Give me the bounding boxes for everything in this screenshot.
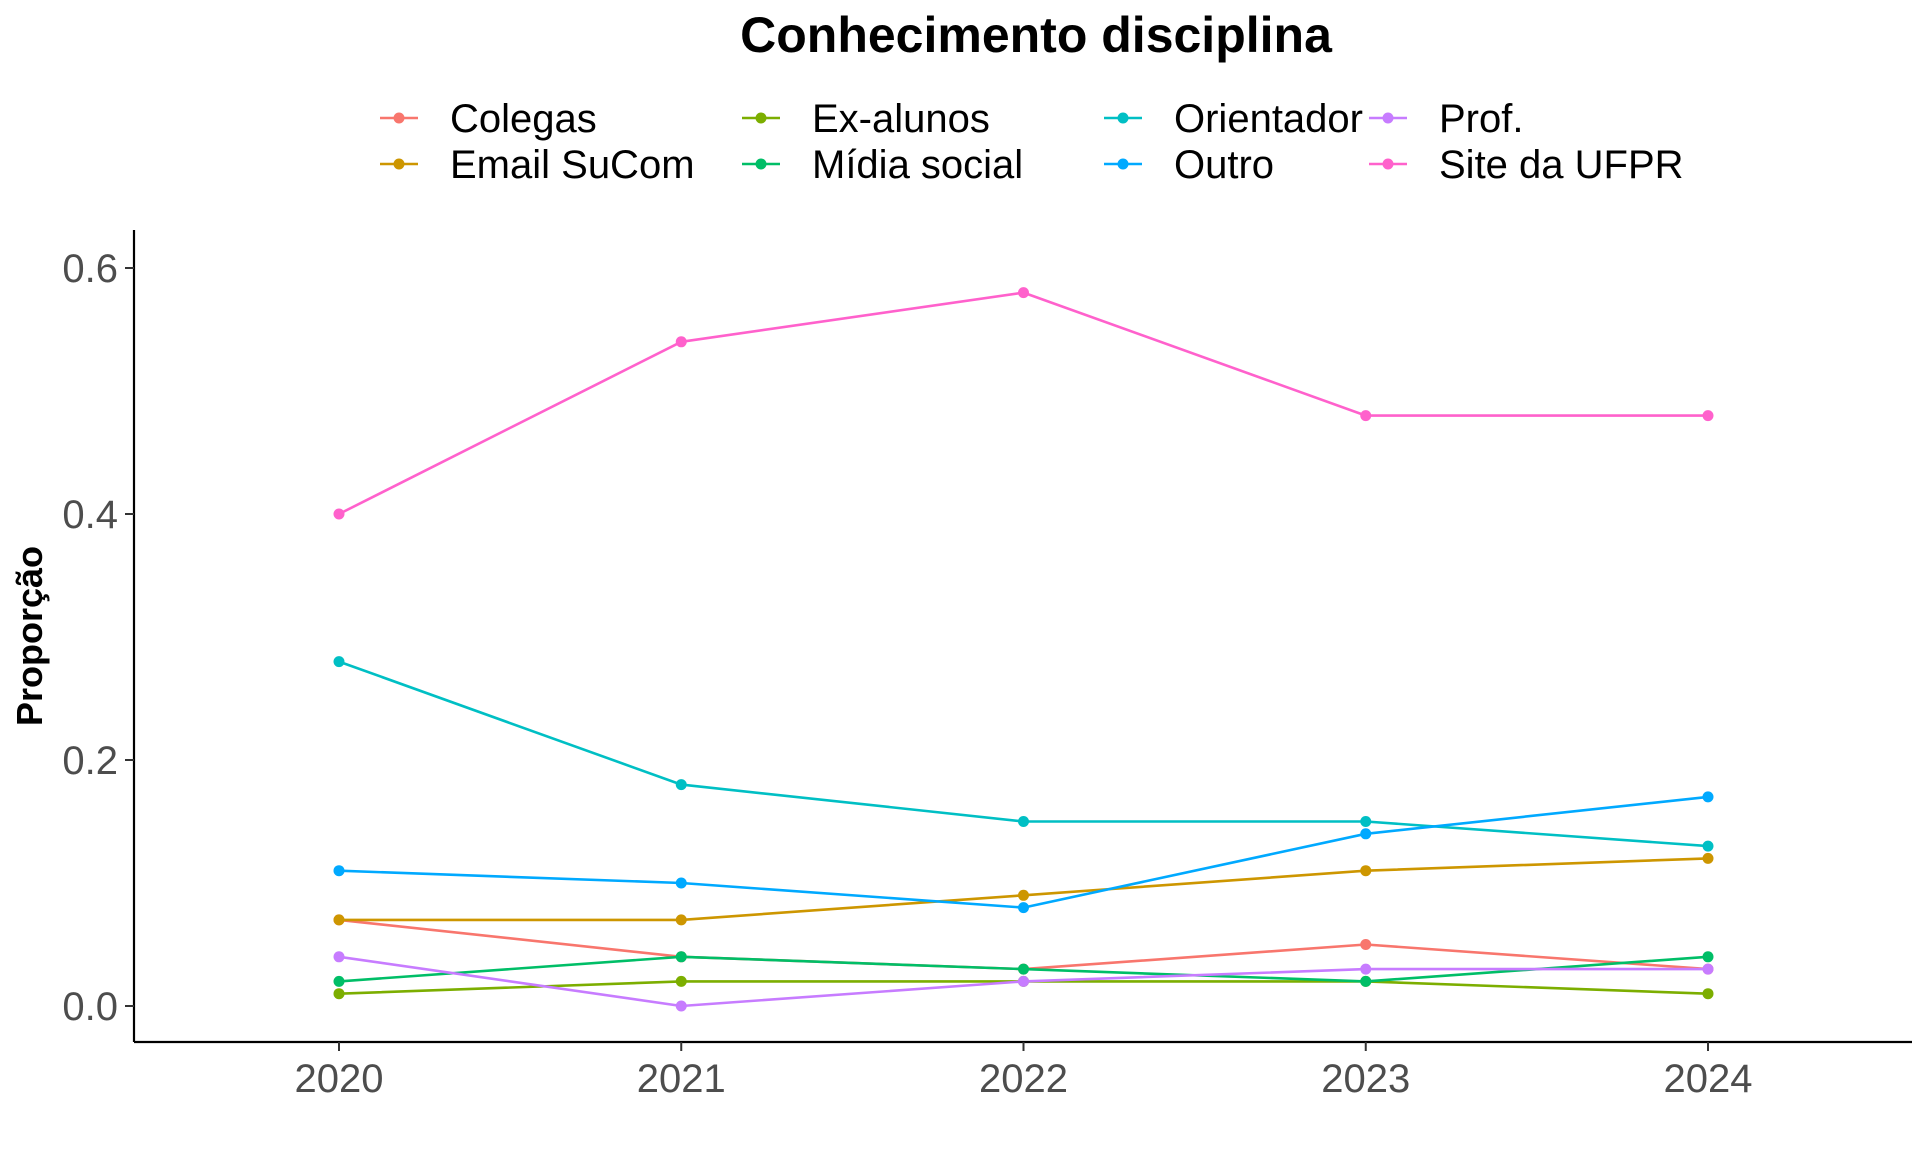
- data-point: [333, 975, 345, 987]
- y-tick-label: 0.0: [62, 985, 118, 1029]
- legend-label: Email SuCom: [450, 143, 695, 187]
- series-midia-social: [333, 951, 1714, 987]
- legend-item: Site da UFPR: [1369, 143, 1684, 187]
- data-point: [333, 914, 345, 926]
- data-point: [675, 336, 687, 348]
- data-point: [675, 975, 687, 987]
- data-point: [1360, 865, 1372, 877]
- x-tick-label: 2022: [979, 1057, 1068, 1101]
- data-point: [1702, 951, 1714, 963]
- data-point: [1702, 852, 1714, 864]
- data-point: [1702, 410, 1714, 422]
- legend-item: Mídia social: [742, 143, 1023, 187]
- legend-label: Mídia social: [812, 143, 1023, 187]
- series-line: [338, 918, 1709, 971]
- y-tick-label: 0.6: [62, 247, 118, 291]
- data-point: [333, 656, 345, 668]
- data-point: [675, 951, 687, 963]
- legend-label: Outro: [1174, 143, 1274, 187]
- legend-item: Prof.: [1369, 97, 1523, 141]
- data-point: [1360, 410, 1372, 422]
- legend-item: Colegas: [380, 97, 597, 141]
- y-tick-label: 0.2: [62, 739, 118, 783]
- data-point: [675, 914, 687, 926]
- data-point: [1018, 889, 1029, 901]
- series-group: [333, 287, 1714, 1012]
- data-point: [675, 877, 687, 889]
- data-point: [1018, 816, 1029, 827]
- series-prof: [333, 951, 1714, 1012]
- data-point: [1702, 963, 1714, 975]
- x-tick-label: 2020: [295, 1057, 384, 1101]
- legend-label: Site da UFPR: [1439, 143, 1684, 187]
- legend-item: Ex-alunos: [742, 97, 990, 141]
- series-email-sucom: [333, 852, 1714, 926]
- legend-key-point: [755, 112, 767, 124]
- data-point: [1018, 975, 1029, 987]
- data-point: [1018, 287, 1029, 299]
- chart-title: Conhecimento disciplina: [740, 7, 1333, 63]
- legend-key-point: [393, 112, 405, 124]
- plot-area: 0.0 0.2 0.4 0.6 2020 2021 2022 2023 2024: [62, 230, 1912, 1101]
- data-point: [1360, 963, 1372, 975]
- legend-key-point: [393, 158, 405, 170]
- data-point: [1702, 791, 1714, 803]
- legend-label: Colegas: [450, 97, 597, 141]
- legend-key-point: [755, 158, 767, 170]
- series-line: [338, 291, 1708, 516]
- y-axis-title: Proporção: [9, 546, 50, 726]
- data-point: [675, 779, 687, 791]
- data-point: [333, 865, 345, 877]
- data-point: [1360, 816, 1372, 827]
- data-point: [333, 508, 345, 520]
- data-point: [1360, 828, 1372, 840]
- data-point: [1018, 902, 1029, 914]
- x-tick-label: 2023: [1321, 1057, 1410, 1101]
- data-point: [1360, 975, 1372, 987]
- legend-item: Orientador: [1104, 97, 1363, 141]
- legend-item: Outro: [1104, 143, 1274, 187]
- legend-key-point: [1382, 158, 1394, 170]
- legend-key-point: [1117, 158, 1129, 170]
- series-outro: [333, 791, 1714, 914]
- legend-label: Orientador: [1174, 97, 1363, 141]
- legend-label: Prof.: [1439, 97, 1523, 141]
- data-point: [1360, 939, 1372, 950]
- legend-item: Email SuCom: [380, 143, 695, 187]
- data-point: [675, 1000, 687, 1012]
- data-point: [1702, 988, 1714, 1000]
- data-point: [333, 951, 345, 963]
- data-point: [333, 988, 345, 1000]
- x-tick-label: 2024: [1664, 1057, 1753, 1101]
- y-tick-label: 0.4: [62, 493, 118, 537]
- x-tick-label: 2021: [637, 1057, 726, 1101]
- legend-key-point: [1382, 112, 1394, 124]
- data-point: [1018, 963, 1029, 975]
- series-orientador: [333, 656, 1714, 852]
- data-point: [1702, 840, 1714, 852]
- series-site-da-ufpr: [333, 287, 1714, 520]
- legend-label: Ex-alunos: [812, 97, 990, 141]
- axes: 0.0 0.2 0.4 0.6 2020 2021 2022 2023 2024: [62, 230, 1912, 1101]
- legend-key-point: [1117, 112, 1129, 124]
